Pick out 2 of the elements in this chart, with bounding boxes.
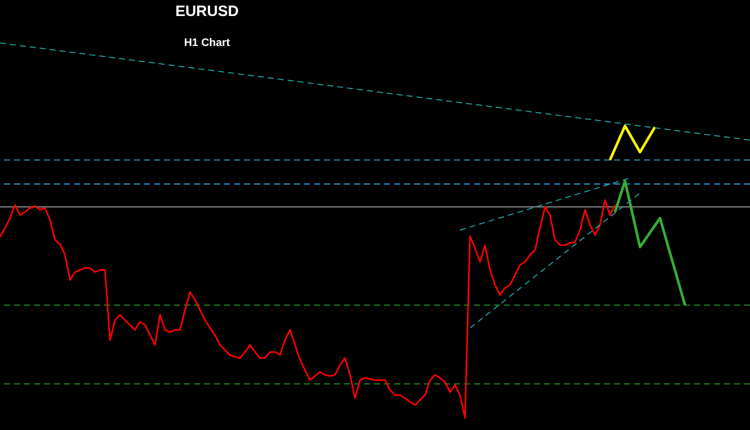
- chart-subtitle: H1 Chart: [184, 37, 230, 49]
- chart-title: EURUSD: [175, 3, 239, 20]
